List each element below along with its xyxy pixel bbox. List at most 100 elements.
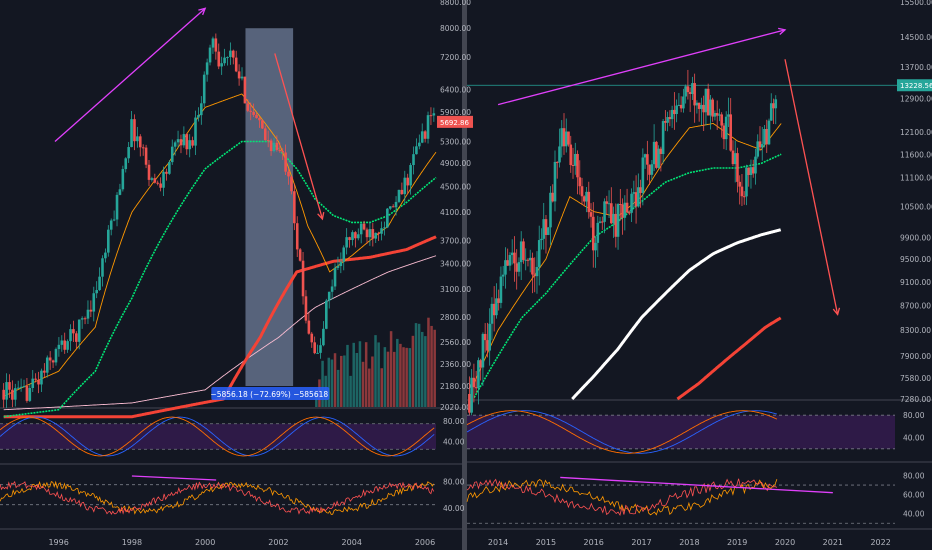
volume-bar xyxy=(399,343,402,407)
volume-bar xyxy=(408,348,412,407)
candle-body xyxy=(316,352,319,354)
volume-bar xyxy=(368,368,371,407)
oscillator-line xyxy=(0,480,435,515)
candle-body xyxy=(336,266,340,268)
candle-body xyxy=(519,241,523,263)
oscillator-tick-label: 40.00 xyxy=(903,434,925,443)
candle-body xyxy=(758,141,762,148)
candle-body xyxy=(751,167,755,174)
candle-body xyxy=(702,104,705,113)
candle-body xyxy=(202,74,206,104)
y-tick-label: 8700.00 xyxy=(900,301,931,310)
y-tick-label: 12100.00 xyxy=(900,128,932,137)
oscillator-trendline xyxy=(131,475,217,481)
candle-body xyxy=(569,144,573,165)
candle-body xyxy=(490,303,494,324)
chart-panel-right: 15500.00 14500.00 13700.00 12900.00 12100.00… xyxy=(466,0,932,547)
candle-body xyxy=(695,102,699,106)
candle-body xyxy=(397,189,401,202)
candle-body xyxy=(488,323,491,351)
y-tick-label: 4900.00 xyxy=(440,159,471,168)
volume-bar xyxy=(336,369,340,407)
candle-body xyxy=(249,110,253,112)
candle-body xyxy=(415,146,418,155)
candle-body xyxy=(293,191,296,224)
candle-body xyxy=(731,150,735,165)
candle-body xyxy=(474,387,478,389)
candle-body xyxy=(383,227,386,229)
candle-body xyxy=(621,204,624,218)
candle-body xyxy=(211,38,215,48)
candle-body xyxy=(281,151,285,153)
candle-body xyxy=(115,194,119,220)
trendline xyxy=(54,7,206,143)
y-tick-label: 9500.00 xyxy=(900,255,931,264)
volume-bar xyxy=(414,323,418,407)
candle-body xyxy=(637,187,640,207)
candle-body xyxy=(229,50,232,58)
candle-body xyxy=(625,202,629,213)
candle-body xyxy=(391,206,395,208)
y-tick-label: 7580.00 xyxy=(900,374,931,383)
volume-bar xyxy=(389,331,393,407)
candle-body xyxy=(319,345,322,353)
candle-body xyxy=(499,276,503,303)
candle-body xyxy=(688,92,692,94)
candle-body xyxy=(226,57,229,59)
candle-body xyxy=(711,99,714,117)
candle-body xyxy=(562,128,566,147)
candle-body xyxy=(75,333,78,342)
candle-body xyxy=(420,131,424,143)
candle-body xyxy=(380,228,383,234)
y-tick-label: 13700.00 xyxy=(900,63,932,72)
candle-body xyxy=(223,57,226,64)
candle-body xyxy=(582,196,586,202)
candle-body xyxy=(596,222,600,243)
candle-body xyxy=(706,88,710,116)
candle-body xyxy=(2,389,5,400)
moving-average-line xyxy=(676,316,782,401)
candle-body xyxy=(200,103,203,116)
candle-body xyxy=(724,116,728,140)
y-tick-label: 2800.00 xyxy=(440,313,471,322)
candle-body xyxy=(284,152,287,172)
y-tick-label: 11600.00 xyxy=(900,150,932,159)
candle-body xyxy=(333,267,337,287)
candle-body xyxy=(495,298,498,316)
candle-body xyxy=(354,232,357,239)
candle-body xyxy=(37,379,40,385)
x-tick-label: 2006 xyxy=(415,538,435,547)
candle-body xyxy=(406,177,409,186)
candle-body xyxy=(394,201,398,208)
candle-body xyxy=(325,300,328,329)
candle-body xyxy=(600,221,604,223)
candle-body xyxy=(45,357,49,373)
candle-body xyxy=(740,186,744,197)
candle-body xyxy=(544,219,548,235)
candle-body xyxy=(208,47,212,63)
volume-bar xyxy=(433,329,436,407)
volume-bar xyxy=(386,351,390,407)
candle-body xyxy=(513,252,516,264)
candle-body xyxy=(153,178,157,183)
candle-body xyxy=(11,389,14,400)
candle-body xyxy=(51,360,55,363)
y-tick-label: 2020.00 xyxy=(440,403,471,412)
candle-body xyxy=(220,63,223,67)
candle-body xyxy=(130,119,133,148)
candle-body xyxy=(362,223,366,230)
y-tick-label: 2180.00 xyxy=(440,382,471,391)
candle-body xyxy=(652,141,656,165)
oscillator-line xyxy=(466,410,778,454)
candle-body xyxy=(580,186,584,197)
y-tick-label: 7200.00 xyxy=(440,53,471,62)
x-tick-label: 2021 xyxy=(823,538,843,547)
candle-body xyxy=(526,259,530,261)
candle-body xyxy=(170,146,174,163)
y-tick-label: 11100.00 xyxy=(900,173,932,182)
candle-body xyxy=(567,131,570,145)
candle-body xyxy=(322,328,325,346)
volume-bar xyxy=(343,355,346,407)
candle-body xyxy=(432,113,436,116)
